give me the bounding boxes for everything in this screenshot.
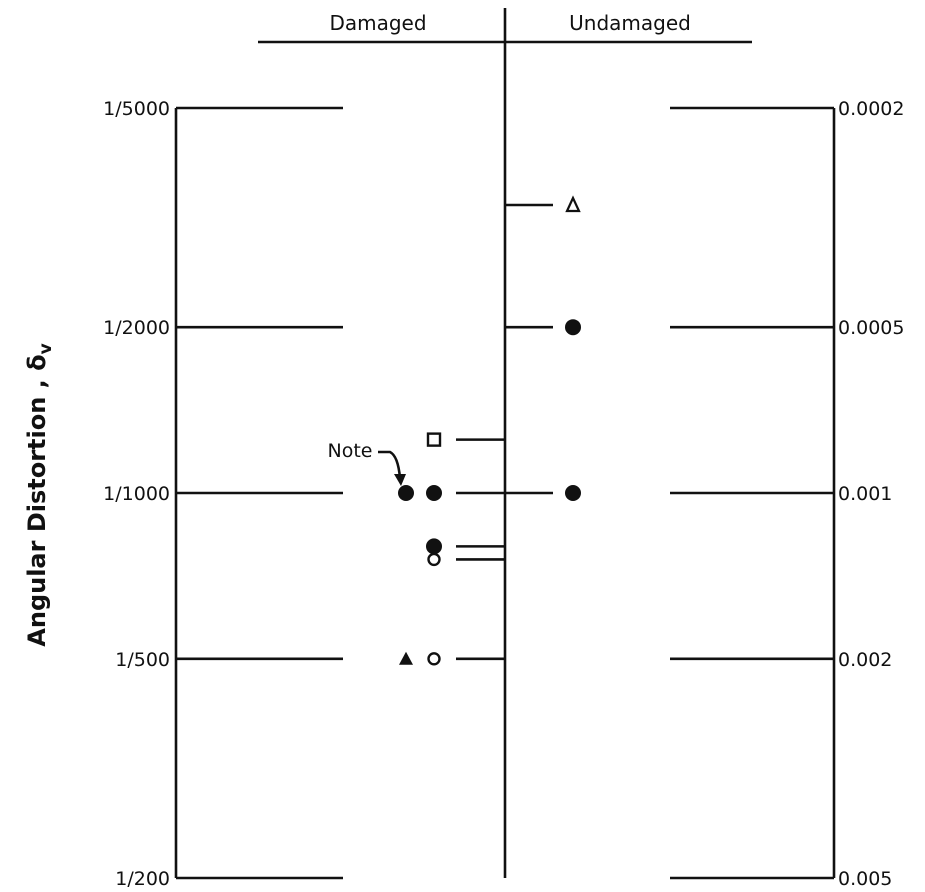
right-tick-label: 0.005	[838, 868, 892, 890]
note-arrowhead	[394, 474, 406, 486]
left-tick-label: 1/500	[115, 649, 170, 671]
open-circle-marker	[427, 552, 441, 567]
right-tick-label: 0.001	[838, 483, 892, 505]
left-tick-label: 1/5000	[103, 98, 170, 120]
left-tick-label: 1/2000	[103, 317, 170, 339]
header-damaged: Damaged	[329, 11, 426, 35]
note-leader	[378, 450, 402, 479]
filled-circle-marker	[426, 538, 442, 555]
left-tick-label: 1/200	[115, 868, 170, 890]
filled-triangle-marker	[399, 651, 413, 665]
filled-circle-marker	[426, 485, 442, 501]
open-circle-marker	[427, 652, 441, 666]
left-tick-label: 1/1000	[103, 483, 170, 505]
header-undamaged: Undamaged	[569, 11, 691, 35]
filled-circle-marker	[565, 485, 581, 501]
filled-circle-marker	[565, 319, 581, 336]
y-axis-label: Angular Distortion , δv	[23, 343, 56, 646]
right-tick-label: 0.0005	[838, 317, 904, 339]
right-tick-label: 0.0002	[838, 98, 904, 120]
tick-group: 1/5000 0.0002 1/2000 0.0005 1/1000 0.001 1/500…	[103, 98, 904, 890]
point-group	[398, 195, 581, 666]
right-tick-label: 0.002	[838, 649, 892, 671]
note-label: Note	[328, 440, 373, 462]
open-triangle-marker	[565, 195, 581, 213]
filled-circle-marker	[398, 485, 414, 501]
open-square-marker	[426, 432, 442, 447]
